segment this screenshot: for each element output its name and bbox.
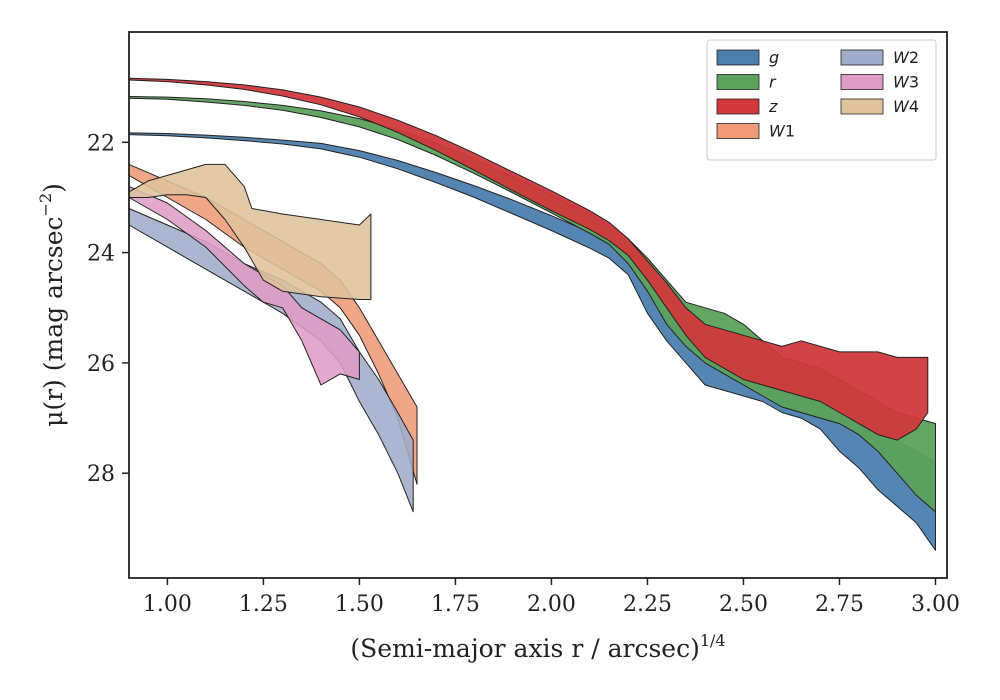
legend-swatch-z (716, 98, 760, 115)
plot-frame (128, 31, 948, 579)
x-tick-label: 2.00 (527, 592, 576, 617)
legend-swatch-W4 (840, 98, 884, 115)
x-tick-label: 2.50 (719, 592, 768, 617)
band-g (128, 132, 936, 551)
legend-swatch-g (716, 49, 760, 66)
legend-swatch-r (716, 74, 760, 90)
legend-label-W3: W3 (893, 73, 919, 92)
y-axis-label: μ(r) (mag arcsec−2) (36, 183, 68, 427)
legend-swatch-W2 (840, 49, 884, 66)
x-axis: 1.00 1.25 1.50 1.75 2.00 2.25 2.50 2.75 3.00 (143, 578, 960, 617)
y-tick-label: 26 (87, 352, 115, 377)
legend-label-r: r (769, 73, 777, 92)
x-axis-label-text: (Semi-major axis r / arcsec) (350, 634, 699, 663)
x-axis-label-sup: 1/4 (700, 631, 726, 650)
y-axis: 22 24 26 28 (87, 131, 129, 487)
x-tick-label: 1.00 (143, 592, 192, 617)
series-areas (128, 77, 936, 551)
x-tick-label: 1.25 (239, 592, 288, 617)
x-tick-label: 2.25 (623, 592, 672, 617)
legend-label-W1: W1 (769, 122, 795, 141)
y-tick-label: 28 (87, 462, 115, 487)
legend-label-g: g (769, 48, 779, 67)
legend-swatch-W1 (716, 123, 760, 139)
x-tick-label: 3.00 (911, 592, 960, 617)
band-W3 (128, 185, 360, 386)
y-axis-label-sup: −2 (36, 193, 55, 217)
legend-label-W2: W2 (893, 48, 919, 67)
legend-swatch-W3 (840, 74, 884, 90)
x-tick-label: 1.75 (431, 592, 480, 617)
legend-box (706, 39, 937, 161)
band-z (128, 77, 929, 441)
y-axis-label-close: ) (39, 183, 68, 193)
x-axis-label: (Semi-major axis r / arcsec)1/4 (350, 631, 725, 663)
band-W4 (128, 163, 372, 300)
y-tick-label: 24 (87, 242, 115, 267)
x-tick-label: 1.50 (335, 592, 384, 617)
y-tick-label: 22 (87, 131, 115, 156)
legend-label-z: z (768, 97, 778, 116)
y-axis-label-text: μ(r) (mag arcsec (39, 216, 68, 426)
legend: grz W1 W2 W3 W4 (706, 39, 937, 161)
legend-label-W4: W4 (893, 97, 919, 116)
x-tick-label: 2.75 (815, 592, 864, 617)
